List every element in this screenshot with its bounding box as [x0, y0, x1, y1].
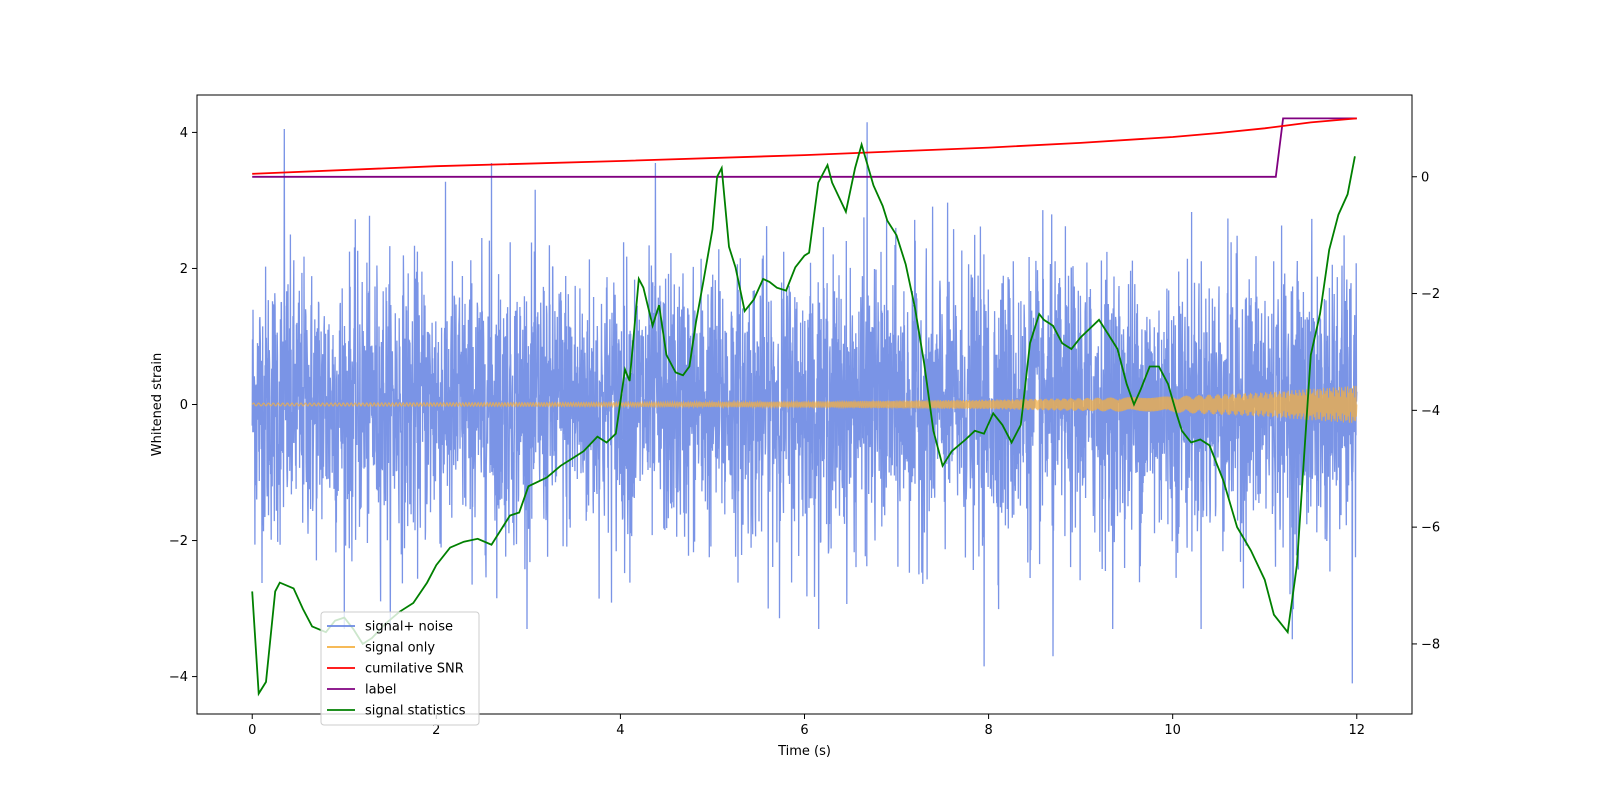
- x-tick-label: 2: [432, 723, 440, 738]
- y-right-tick-label: −8: [1421, 637, 1440, 652]
- series-signal-only-line: [251, 385, 1358, 423]
- legend-label: label: [365, 683, 396, 698]
- y-right-tick-label: 0: [1421, 170, 1429, 185]
- x-tick-label: 4: [616, 723, 624, 738]
- y-axis-left: −4 −2 0 2 4: [169, 126, 197, 685]
- y-left-tick-label: 2: [180, 262, 188, 277]
- y-right-tick-label: −6: [1421, 521, 1440, 536]
- y-left-tick-label: −2: [169, 534, 188, 549]
- y-right-tick-label: −2: [1421, 287, 1440, 302]
- x-tick-label: 0: [248, 723, 256, 738]
- y-left-tick-label: 4: [180, 126, 188, 141]
- legend-label: signal only: [365, 641, 435, 656]
- series-signal-statistics-line: [251, 141, 1356, 697]
- series-cumulative-snr-line: [252, 117, 1357, 175]
- y-left-tick-label: −4: [169, 670, 188, 685]
- legend-label: cumilative SNR: [365, 662, 464, 677]
- x-tick-label: 6: [800, 723, 808, 738]
- y-left-tick-label: 0: [180, 398, 188, 413]
- y-right-tick-label: −4: [1421, 404, 1440, 419]
- legend: signal+ noise signal only cumilative SNR la…: [320, 611, 480, 726]
- y-axis-right: −8 −6 −4 −2 0: [1412, 170, 1440, 652]
- legend-label: signal statistics: [365, 704, 466, 719]
- x-tick-label: 10: [1164, 723, 1181, 738]
- legend-label: signal+ noise: [365, 620, 453, 635]
- legend-box: [320, 611, 480, 726]
- plot-layer: [251, 117, 1358, 697]
- series-label-line: [252, 117, 1357, 178]
- x-tick-label: 12: [1348, 723, 1365, 738]
- x-tick-label: 8: [984, 723, 992, 738]
- x-axis-label: Time (s): [777, 744, 831, 759]
- y-axis-label: Whitened strain: [150, 353, 165, 456]
